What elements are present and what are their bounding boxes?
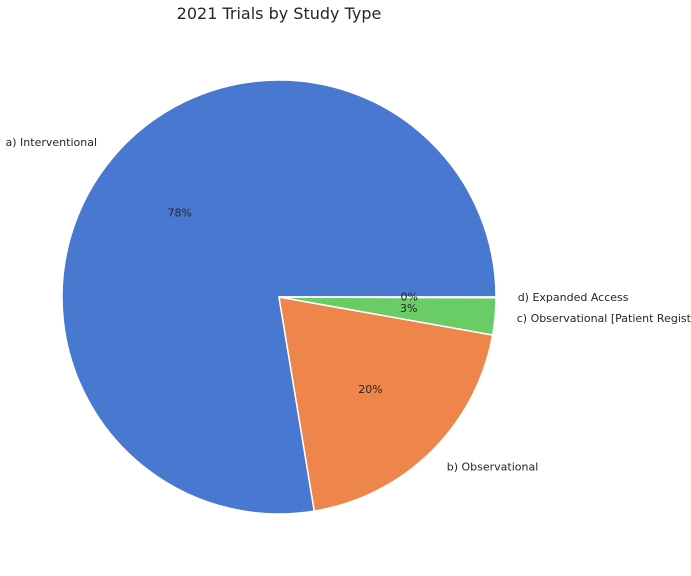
percent-label-d-expanded-access: 0% xyxy=(400,291,417,304)
percent-label-c-observational-patient-registry: 3% xyxy=(400,302,417,315)
pie-percent-labels: 78% 20% 3%0% xyxy=(168,206,418,396)
slice-label-a-interventional: a) Interventional xyxy=(6,136,97,149)
slice-label-b-observational: b) Observational xyxy=(447,460,539,473)
pie-wedges xyxy=(61,79,497,515)
percent-label-a-interventional: 78% xyxy=(168,206,192,219)
chart-title: 2021 Trials by Study Type xyxy=(177,4,382,23)
percent-label-b-observational: 20% xyxy=(358,383,382,396)
pie-slice-d-expanded-access xyxy=(278,296,497,299)
slice-label-d-expanded-access: d) Expanded Access xyxy=(518,291,629,304)
pie-slice-b-observational xyxy=(278,296,494,512)
pie-slice-labels: a) Interventional b) Observational c) Obse… xyxy=(6,136,691,473)
slice-label-c-observational-patient-registry: c) Observational [Patient Registry] xyxy=(517,312,691,325)
